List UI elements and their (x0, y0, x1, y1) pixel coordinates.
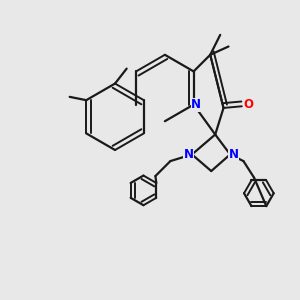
Text: N: N (229, 148, 239, 161)
Text: N: N (191, 98, 201, 111)
Text: N: N (184, 148, 194, 161)
Text: O: O (244, 98, 254, 111)
